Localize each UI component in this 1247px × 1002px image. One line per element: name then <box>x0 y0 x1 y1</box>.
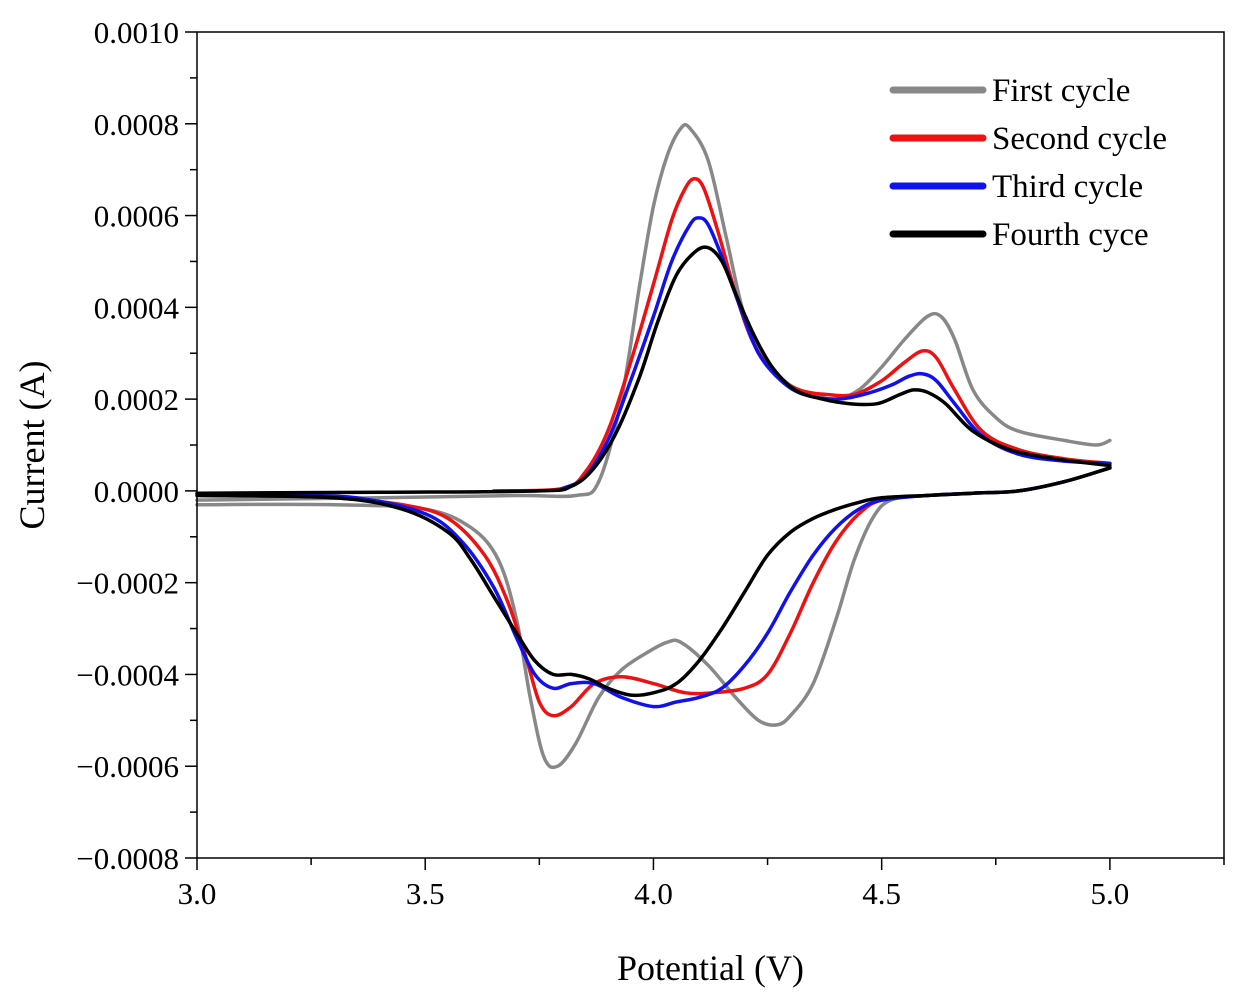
series-first-cycle <box>195 122 1112 770</box>
legend-item-first-cycle: First cycle <box>889 73 1130 109</box>
legend-item-fourth-cyce: Fourth cyce <box>889 217 1149 253</box>
legend-label: Fourth cyce <box>992 217 1149 253</box>
x-tick-label: 3.0 <box>178 876 217 911</box>
legend-item-second-cycle: Second cycle <box>889 121 1167 157</box>
y-tick-label: 0.0008 <box>94 107 179 142</box>
y-axis-title: Current (A) <box>12 361 52 530</box>
y-tick-label: −0.0008 <box>76 841 179 876</box>
y-tick-label: 0.0010 <box>94 15 179 50</box>
legend: First cycle Second cycle Third cycle Fourth… <box>889 73 1167 253</box>
y-tick-label: 0.0002 <box>94 382 179 417</box>
x-axis-title: Potential (V) <box>617 948 804 988</box>
legend-label: First cycle <box>992 73 1130 109</box>
series-line-first-cycle-cathodic <box>195 466 1112 770</box>
y-tick-label: 0.0006 <box>94 199 179 234</box>
legend-label: Second cycle <box>992 121 1167 157</box>
series-curves <box>195 122 1112 770</box>
x-tick-label: 5.0 <box>1091 876 1130 911</box>
y-tick-label: 0.0000 <box>94 474 179 509</box>
series-fourth-cyce <box>195 245 1112 698</box>
legend-item-third-cycle: Third cycle <box>889 169 1143 205</box>
y-tick-label: −0.0002 <box>76 566 179 601</box>
y-axis-ticks: 0.0010 0.0008 0.0006 0.0004 0.0002 0.0000 −0.0… <box>76 15 197 876</box>
x-tick-label: 3.5 <box>406 876 445 911</box>
y-tick-label: −0.0004 <box>76 657 179 692</box>
x-tick-label: 4.0 <box>634 876 673 911</box>
series-line-fourth-cyce-cathodic <box>195 466 1112 698</box>
series-line-third-cycle-cathodic <box>286 466 1112 709</box>
x-axis-ticks: 3.0 3.5 4.0 4.5 5.0 <box>178 858 1225 911</box>
series-third-cycle <box>286 216 1112 709</box>
legend-label: Third cycle <box>992 169 1143 205</box>
y-tick-label: 0.0004 <box>94 290 180 325</box>
series-line-third-cycle-anodic <box>560 216 1112 491</box>
x-tick-label: 4.5 <box>862 876 901 911</box>
series-line-fourth-cyce-anodic <box>195 245 1112 495</box>
y-tick-label: −0.0006 <box>76 749 179 784</box>
